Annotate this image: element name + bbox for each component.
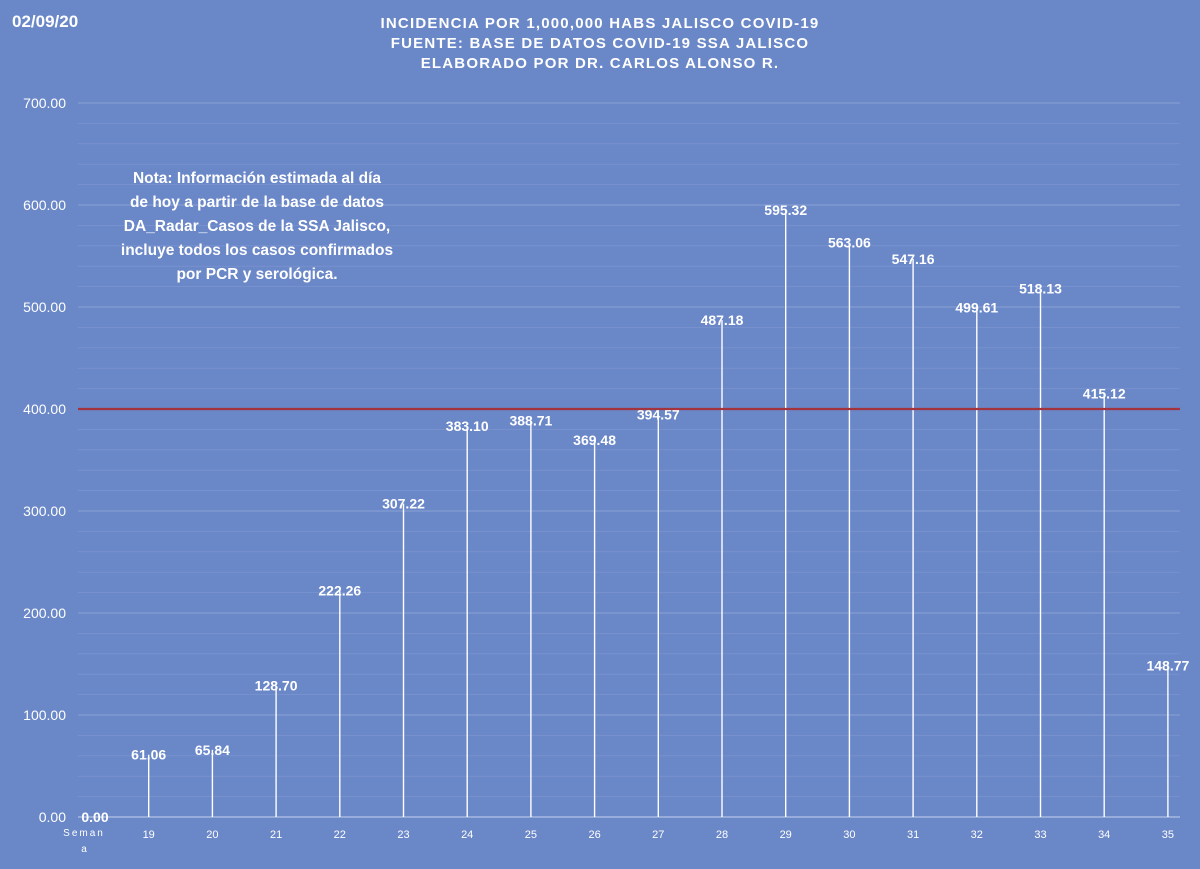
chart-source-line: FUENTE: BASE DE DATOS COVID-19 SSA JALIS…	[390, 35, 810, 52]
data-label: 415.12	[1083, 386, 1126, 402]
x-tick-label: 19	[143, 829, 155, 841]
data-label: 499.61	[955, 299, 998, 315]
data-label: 222.26	[318, 582, 361, 598]
x-tick-label: 32	[971, 829, 983, 841]
data-label: 563.06	[828, 235, 871, 251]
chart-author-line: ELABORADO POR DR. CARLOS ALONSO R.	[420, 55, 780, 72]
y-tick-label: 700.00	[23, 95, 66, 111]
y-tick-label: 0.00	[39, 809, 66, 825]
chart-title-line: INCIDENCIA POR 1,000,000 HABS JALISCO CO…	[380, 15, 820, 32]
note-line: Nota: Información estimada al día	[132, 170, 382, 187]
data-label: 65.84	[195, 742, 230, 758]
note-line: incluye todos los casos confirmados	[120, 242, 394, 259]
x-tick-label: 26	[588, 829, 600, 841]
date-stamp: 02/09/20	[12, 12, 79, 31]
x-tick-label: 22	[334, 829, 346, 841]
y-tick-label: 600.00	[23, 197, 66, 213]
y-tick-label: 100.00	[23, 707, 66, 723]
data-label: 547.16	[892, 251, 935, 267]
x-tick-label: 28	[716, 829, 728, 841]
x-tick-label: 30	[843, 829, 855, 841]
data-label: 148.77	[1146, 657, 1189, 673]
note-annotation: Nota: Información estimada al día de hoy…	[92, 167, 422, 287]
data-label: 307.22	[382, 496, 425, 512]
x-axis-title: a	[81, 844, 87, 855]
data-label: 0.00	[81, 809, 108, 825]
data-label: 383.10	[446, 418, 489, 434]
x-tick-label: 31	[907, 829, 919, 841]
x-tick-label: 25	[525, 829, 537, 841]
x-axis-title: Seman	[63, 828, 105, 839]
x-tick-label: 29	[780, 829, 792, 841]
x-tick-label: 34	[1098, 829, 1110, 841]
data-label: 595.32	[764, 202, 807, 218]
note-line: por PCR y serológica.	[176, 266, 338, 283]
y-tick-label: 500.00	[23, 299, 66, 315]
x-tick-label: 35	[1162, 829, 1174, 841]
data-label: 388.71	[509, 413, 552, 429]
data-label: 369.48	[573, 432, 616, 448]
y-tick-label: 200.00	[23, 605, 66, 621]
y-tick-label: 300.00	[23, 503, 66, 519]
data-label: 394.57	[637, 407, 680, 423]
y-tick-label: 400.00	[23, 401, 66, 417]
chart-title: INCIDENCIA POR 1,000,000 HABS JALISCO CO…	[250, 14, 950, 74]
x-tick-label: 33	[1034, 829, 1046, 841]
data-label: 518.13	[1019, 281, 1062, 297]
x-tick-label: 24	[461, 829, 473, 841]
data-label: 128.70	[255, 678, 298, 694]
x-tick-label: 23	[397, 829, 409, 841]
data-label: 487.18	[701, 312, 744, 328]
x-tick-label: 21	[270, 829, 282, 841]
note-line: DA_Radar_Casos de la SSA Jalisco,	[123, 218, 391, 235]
data-label: 61.06	[131, 747, 166, 763]
note-line: de hoy a partir de la base de datos	[129, 194, 385, 211]
x-tick-label: 27	[652, 829, 664, 841]
x-tick-label: 20	[206, 829, 218, 841]
